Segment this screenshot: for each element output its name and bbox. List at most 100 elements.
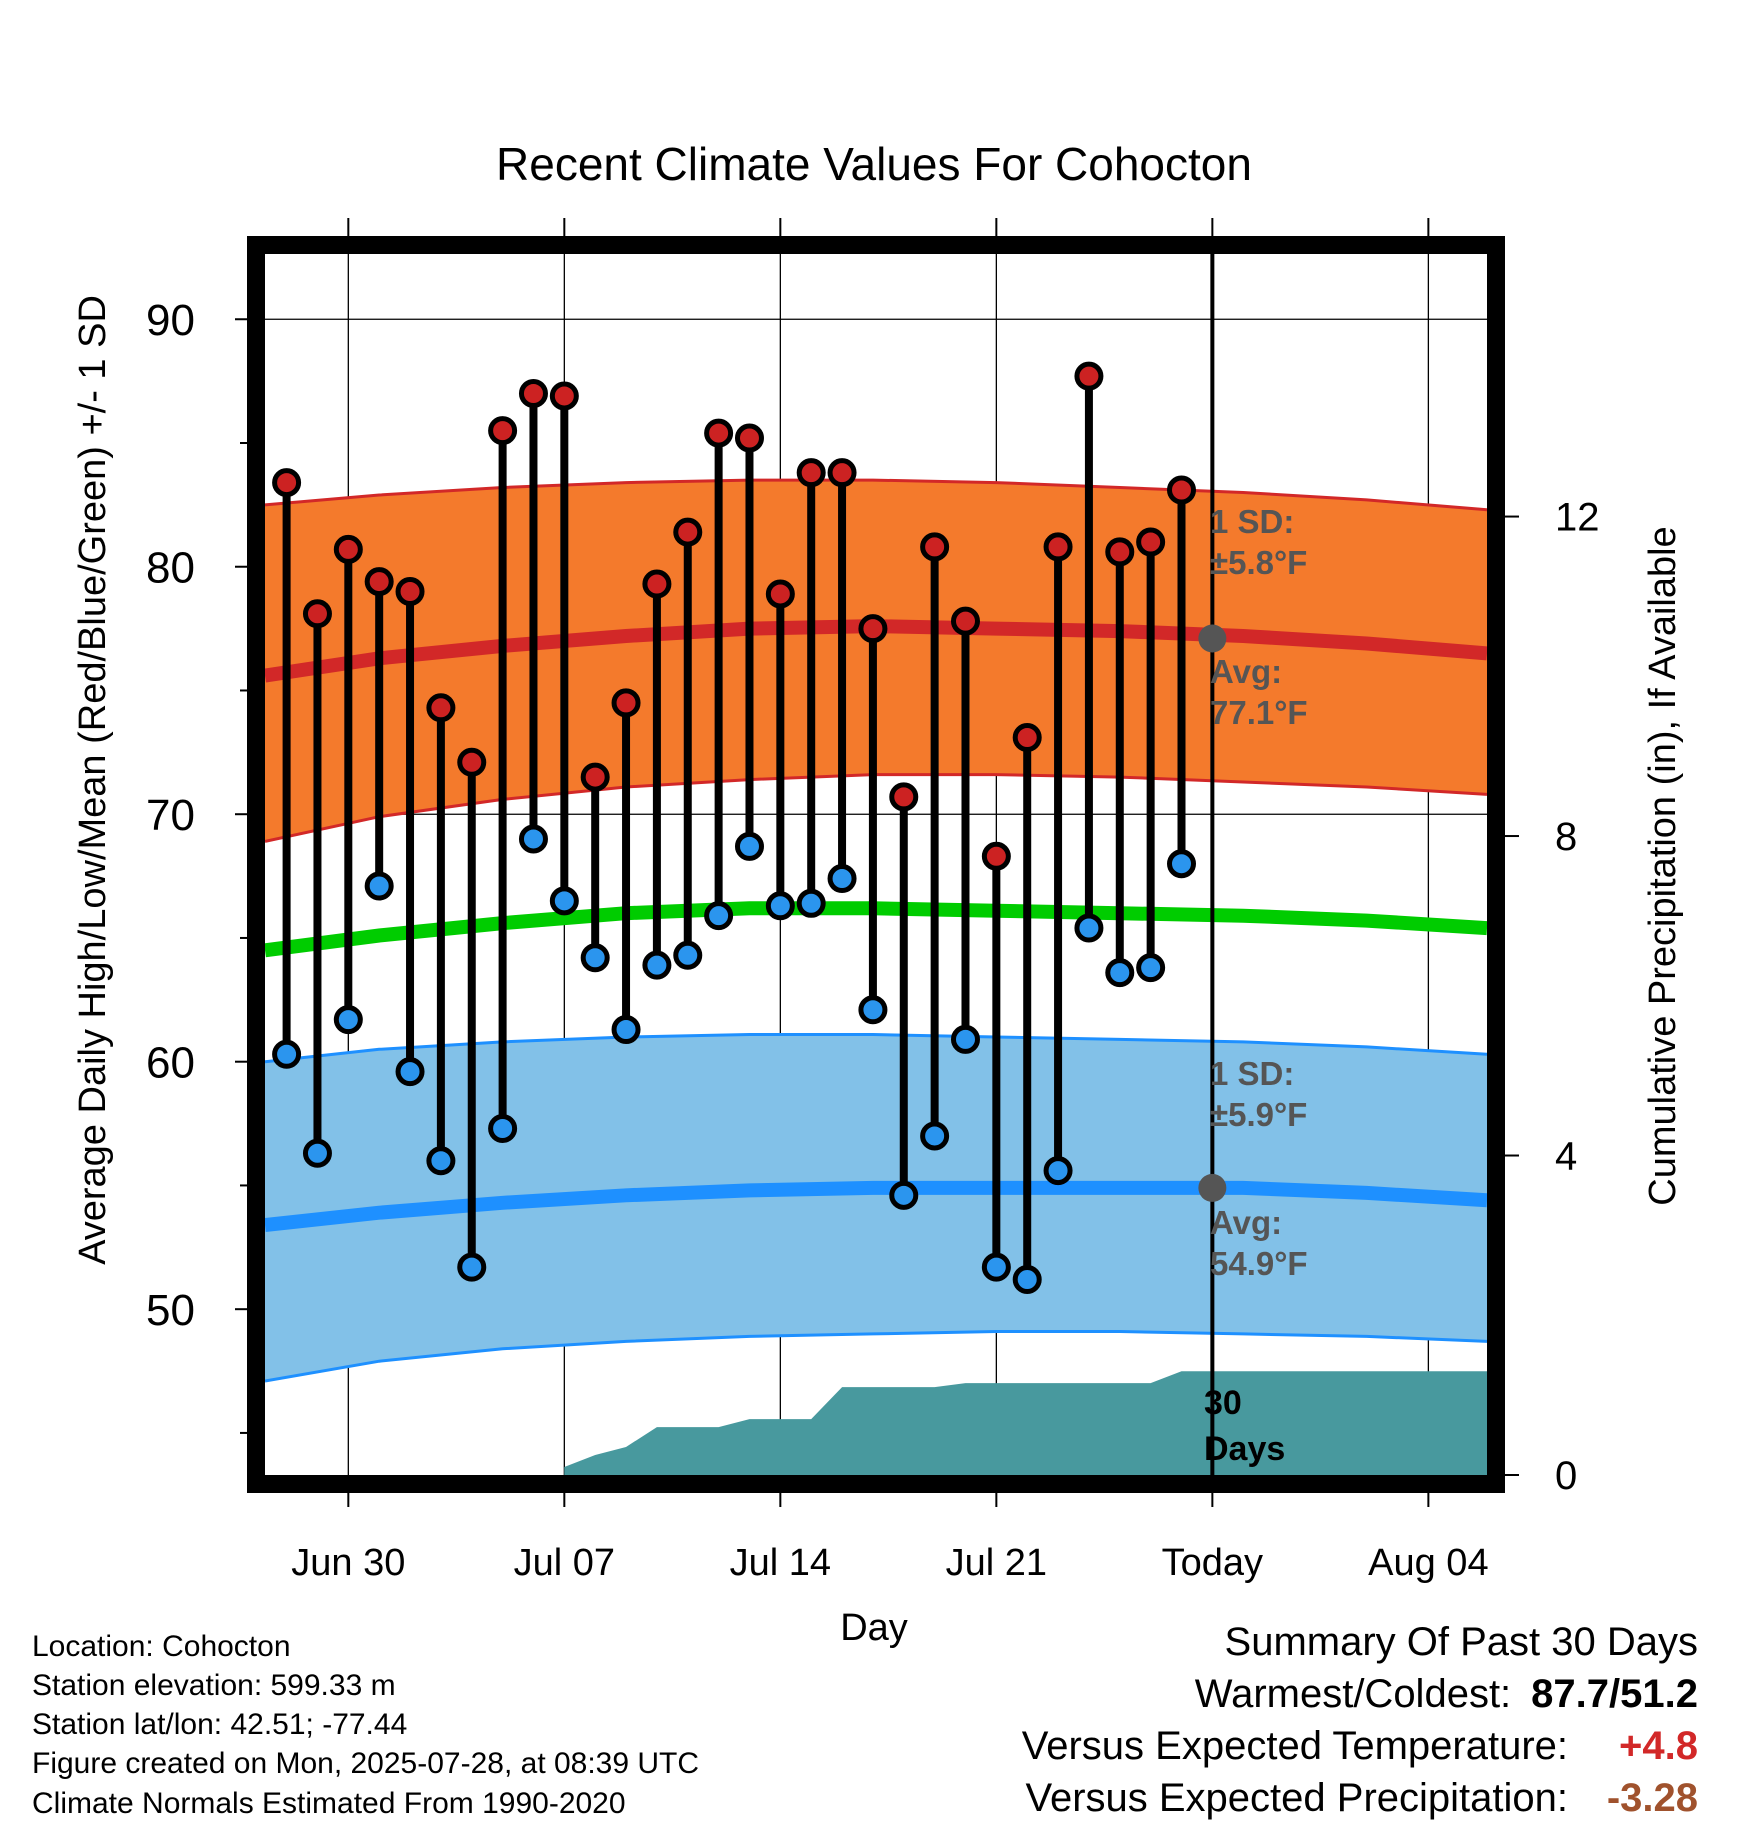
daily-low-point [981,1252,1011,1282]
x-tick-label: Today [1162,1542,1263,1584]
daily-high-point [426,693,456,723]
plot-frame [247,236,1505,1493]
daily-low-point [920,1121,950,1151]
summary-precip-value: -3.28 [1606,1776,1698,1820]
daily-low-point [796,888,826,918]
daily-high-point [518,378,548,408]
daily-high-point [1074,361,1104,391]
daily-high-point [302,599,332,629]
daily-low-point [1074,913,1104,943]
y-tick-label: 60 [146,1039,195,1088]
y2-axis-label: Cumulative Precipitation (in), If Availa… [1642,526,1684,1205]
today-days-label-line2: Days [1204,1430,1285,1468]
daily-low-point [333,1005,363,1035]
summary-precip-row: Versus Expected Precipitation: -3.28 [1025,1776,1698,1821]
daily-low-point [765,891,795,921]
axis-ticks: 50 60 70 80 90 0 4 8 12 Jun 30 Jul 07 Jul 14 Jul 21 T… [146,218,1600,1584]
daily-low-point [642,950,672,980]
x-tick-label: Aug 04 [1368,1542,1488,1584]
daily-high-point [673,517,703,547]
low-sd-lower-edge [265,1330,1487,1383]
high-sd-upper-edge [265,478,1487,512]
daily-high-point [981,841,1011,871]
daily-low-point [827,864,857,894]
summary-temp-value: +4.8 [1619,1724,1698,1768]
high-sd-label: 1 SD: [1210,503,1294,540]
daily-high-point [1136,527,1166,557]
y2-tick-label: 0 [1555,1454,1577,1498]
daily-low-point [734,831,764,861]
info-created: Figure created on Mon, 2025-07-28, at 08… [32,1747,700,1780]
daily-high-point [1043,532,1073,562]
daily-high-point [827,458,857,488]
y2-tick-label: 8 [1555,815,1577,859]
daily-high-point [858,614,888,644]
today-low-avg-marker [1198,1173,1227,1202]
daily-high-point [333,534,363,564]
x-axis-label: Day [840,1607,908,1649]
daily-high-point [1167,475,1196,505]
summary-warmest-label: Warmest/Coldest: [1194,1672,1512,1716]
daily-high-point [457,747,487,777]
daily-low-point [858,995,888,1025]
daily-low-point [611,1015,641,1045]
y2-tick-label: 12 [1555,496,1600,540]
y-tick-label: 90 [146,296,195,345]
daily-high-point [272,468,302,498]
low-sd-upper-edge [265,1033,1487,1064]
info-latlon: Station lat/lon: 42.51; -77.44 [32,1708,408,1741]
daily-low-point [549,886,579,916]
daily-low-point [1043,1156,1073,1186]
daily-low-point [1012,1264,1042,1294]
daily-low-point [364,871,394,901]
daily-low-point [580,943,610,973]
info-elevation: Station elevation: 599.33 m [32,1669,396,1702]
summary-temp-row: Versus Expected Temperature: +4.8 [1022,1724,1698,1769]
precip-area [564,1371,1487,1475]
daily-high-point [920,532,950,562]
info-location: Location: Cohocton [32,1630,291,1663]
high-avg-label: Avg: [1210,653,1282,690]
daily-low-point [1136,953,1166,983]
daily-high-point [765,579,795,609]
cumulative-precip-area [564,1371,1487,1475]
daily-low-point [518,824,548,854]
low-sd-value: ±5.9°F [1210,1096,1307,1133]
daily-low-point [704,901,734,931]
y2-tick-label: 4 [1555,1135,1577,1179]
y-tick-label: 50 [146,1286,195,1335]
daily-high-point [704,418,734,448]
daily-low-point [488,1114,518,1144]
daily-low-point [1105,958,1135,988]
daily-high-point [549,381,579,411]
high-avg-value: 77.1°F [1210,694,1308,731]
daily-low-point [426,1146,456,1176]
x-tick-label: Jul 07 [514,1542,615,1584]
info-normals: Climate Normals Estimated From 1990-2020 [32,1787,626,1820]
daily-low-point [950,1024,980,1054]
today-days-label-line1: 30 [1204,1384,1242,1422]
x-tick-label: Jun 30 [291,1542,405,1584]
daily-high-point [734,423,764,453]
daily-low-point [673,940,703,970]
daily-low-point [889,1180,919,1210]
low-sd-band [265,1034,1487,1381]
daily-high-point [364,567,394,597]
x-tick-label: Jul 21 [946,1542,1047,1584]
daily-obs [272,361,1196,1294]
high-sd-value: ±5.8°F [1210,544,1307,581]
daily-high-point [796,458,826,488]
daily-high-point [488,416,518,446]
x-tick-label: Jul 14 [730,1542,831,1584]
summary-warmest-row: Warmest/Coldest: 87.7/51.2 [1195,1672,1698,1717]
daily-high-point [889,782,919,812]
today-high-avg-marker [1198,624,1227,653]
daily-low-point [302,1138,332,1168]
annotations: 1 SD: ±5.8°F Avg: 77.1°F 1 SD: ±5.9°F Av… [1204,503,1308,1468]
daily-low-point [457,1252,487,1282]
y-tick-label: 70 [146,791,195,840]
low-sd-label: 1 SD: [1210,1055,1294,1092]
daily-high-point [395,576,425,606]
y-axis-label: Average Daily High/Low/Mean (Red/Blue/Gr… [72,295,114,1265]
